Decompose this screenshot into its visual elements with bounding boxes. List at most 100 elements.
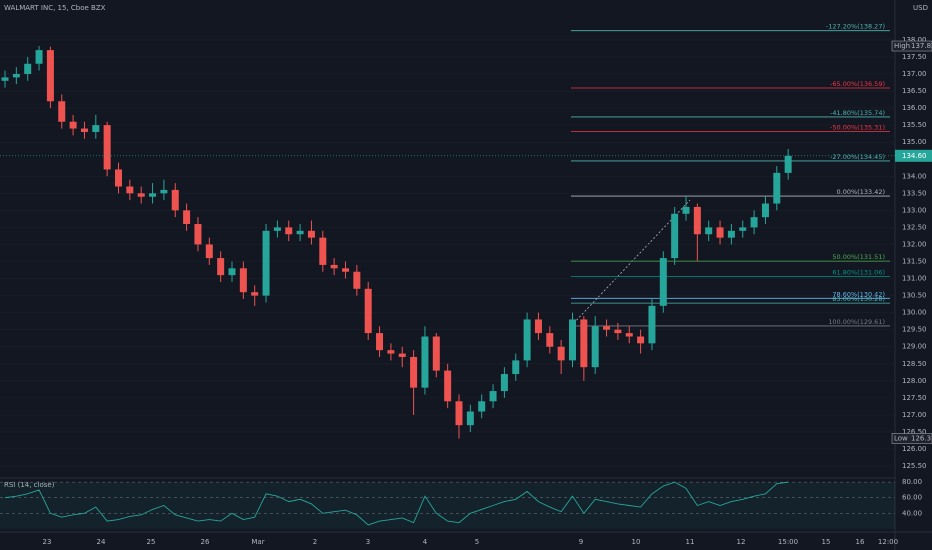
candle-body xyxy=(171,189,179,211)
fib-label: -27.00%(134.45) xyxy=(830,153,885,161)
last-price-label: 134.60 xyxy=(902,152,927,160)
fib-label: 0.00%(133.42) xyxy=(837,188,885,196)
candle-body xyxy=(671,213,679,259)
candle-body xyxy=(273,227,281,231)
y-tick-label: 130.00 xyxy=(902,309,927,317)
y-tick-label: 133.50 xyxy=(902,189,927,197)
candle-body xyxy=(432,336,440,371)
fib-label: 50.00%(131.51) xyxy=(832,253,885,261)
candle-body xyxy=(1,77,9,81)
currency: USD xyxy=(913,4,928,12)
x-tick-label: 12:00 xyxy=(878,538,898,546)
low-label-value: 126.31 xyxy=(911,434,932,442)
y-tick-label: 132.00 xyxy=(902,240,927,248)
candle-body xyxy=(92,125,100,132)
y-tick-label: 126.50 xyxy=(902,428,927,436)
y-tick-label: 138.00 xyxy=(902,36,927,44)
y-tick-label: 131.00 xyxy=(902,275,927,283)
candle-body xyxy=(591,326,599,368)
candle-body xyxy=(239,268,247,293)
candle-body xyxy=(285,227,293,235)
y-tick-label: 127.50 xyxy=(902,394,927,402)
candle-body xyxy=(784,155,792,173)
candle-body xyxy=(251,292,259,296)
candle-body xyxy=(353,271,361,289)
y-tick-label: 132.50 xyxy=(902,223,927,231)
candle-body xyxy=(103,125,111,170)
candle-body xyxy=(262,230,270,296)
rsi-tick-label: 80.00 xyxy=(902,478,922,486)
candle-body xyxy=(625,333,633,337)
candle-body xyxy=(580,319,588,368)
y-tick-label: 136.00 xyxy=(902,104,927,112)
candle-body xyxy=(716,227,724,238)
candle-body xyxy=(307,230,315,238)
candle-body xyxy=(773,172,781,204)
x-tick-label: 15:00 xyxy=(778,538,798,546)
candle-body xyxy=(205,244,213,259)
high-label-name: High xyxy=(894,42,910,50)
candle-body xyxy=(46,50,54,102)
candle-body xyxy=(546,333,554,347)
fib-label: -41.80%(135.74) xyxy=(830,109,885,117)
candle-body xyxy=(410,356,418,388)
candle-body xyxy=(194,223,202,245)
x-tick-label: 24 xyxy=(97,538,106,546)
y-tick-label: 136.50 xyxy=(902,87,927,95)
x-tick-label: 26 xyxy=(201,538,210,546)
y-tick-label: 130.50 xyxy=(902,292,927,300)
y-tick-label: 133.00 xyxy=(902,206,927,214)
candle-body xyxy=(489,391,497,402)
x-tick-label: 12 xyxy=(737,538,746,546)
candle-body xyxy=(569,319,576,361)
rsi-line xyxy=(4,481,789,526)
last-price-box xyxy=(895,149,932,162)
candle-body xyxy=(376,333,384,351)
candle-body xyxy=(217,258,225,276)
candle-body xyxy=(228,268,236,276)
candle-body xyxy=(739,227,747,231)
fib-label: 78.60%(130.42) xyxy=(832,290,885,298)
y-tick-label: 135.50 xyxy=(902,121,927,129)
candle-body xyxy=(115,169,122,187)
candle-body xyxy=(444,370,452,402)
candle-body xyxy=(58,101,66,122)
y-tick-label: 126.00 xyxy=(902,445,927,453)
candle-body xyxy=(319,237,327,265)
y-tick-label: 137.00 xyxy=(902,70,927,78)
x-tick-label: 23 xyxy=(43,538,52,546)
y-tick-label: 125.50 xyxy=(902,462,927,470)
candle-body xyxy=(466,411,474,426)
candle-body xyxy=(478,401,486,412)
candle-body xyxy=(35,50,43,64)
candle-body xyxy=(137,193,145,197)
y-tick-label: 137.50 xyxy=(902,53,927,61)
x-tick-label: 16 xyxy=(856,538,865,546)
y-tick-label: 129.50 xyxy=(902,326,927,334)
candle-body xyxy=(761,203,769,218)
y-tick-label: 134.00 xyxy=(902,172,927,180)
rsi-title: RSI (14, close) xyxy=(4,481,55,489)
candle-body xyxy=(183,210,191,224)
candle-body xyxy=(682,206,690,214)
candle-body xyxy=(160,189,168,194)
candle-body xyxy=(693,206,701,235)
candle-body xyxy=(364,288,372,334)
candle-body xyxy=(637,336,645,344)
high-label-value: 137.82 xyxy=(911,42,932,50)
candle-body xyxy=(398,353,406,357)
rsi-tick-label: 40.00 xyxy=(902,509,922,517)
x-tick-label: 3 xyxy=(366,538,370,546)
fib-label: -65.00%(136.59) xyxy=(830,80,885,88)
fib-label: -127.20%(138.27) xyxy=(826,23,885,31)
candle-body xyxy=(603,326,611,330)
candle-body xyxy=(24,63,32,74)
candle-body xyxy=(342,268,349,272)
candle-body xyxy=(614,329,622,334)
candle-body xyxy=(500,374,508,392)
candle-body xyxy=(421,336,429,388)
y-tick-label: 135.00 xyxy=(902,138,927,146)
candle-body xyxy=(126,186,134,194)
candle-body xyxy=(149,193,157,197)
